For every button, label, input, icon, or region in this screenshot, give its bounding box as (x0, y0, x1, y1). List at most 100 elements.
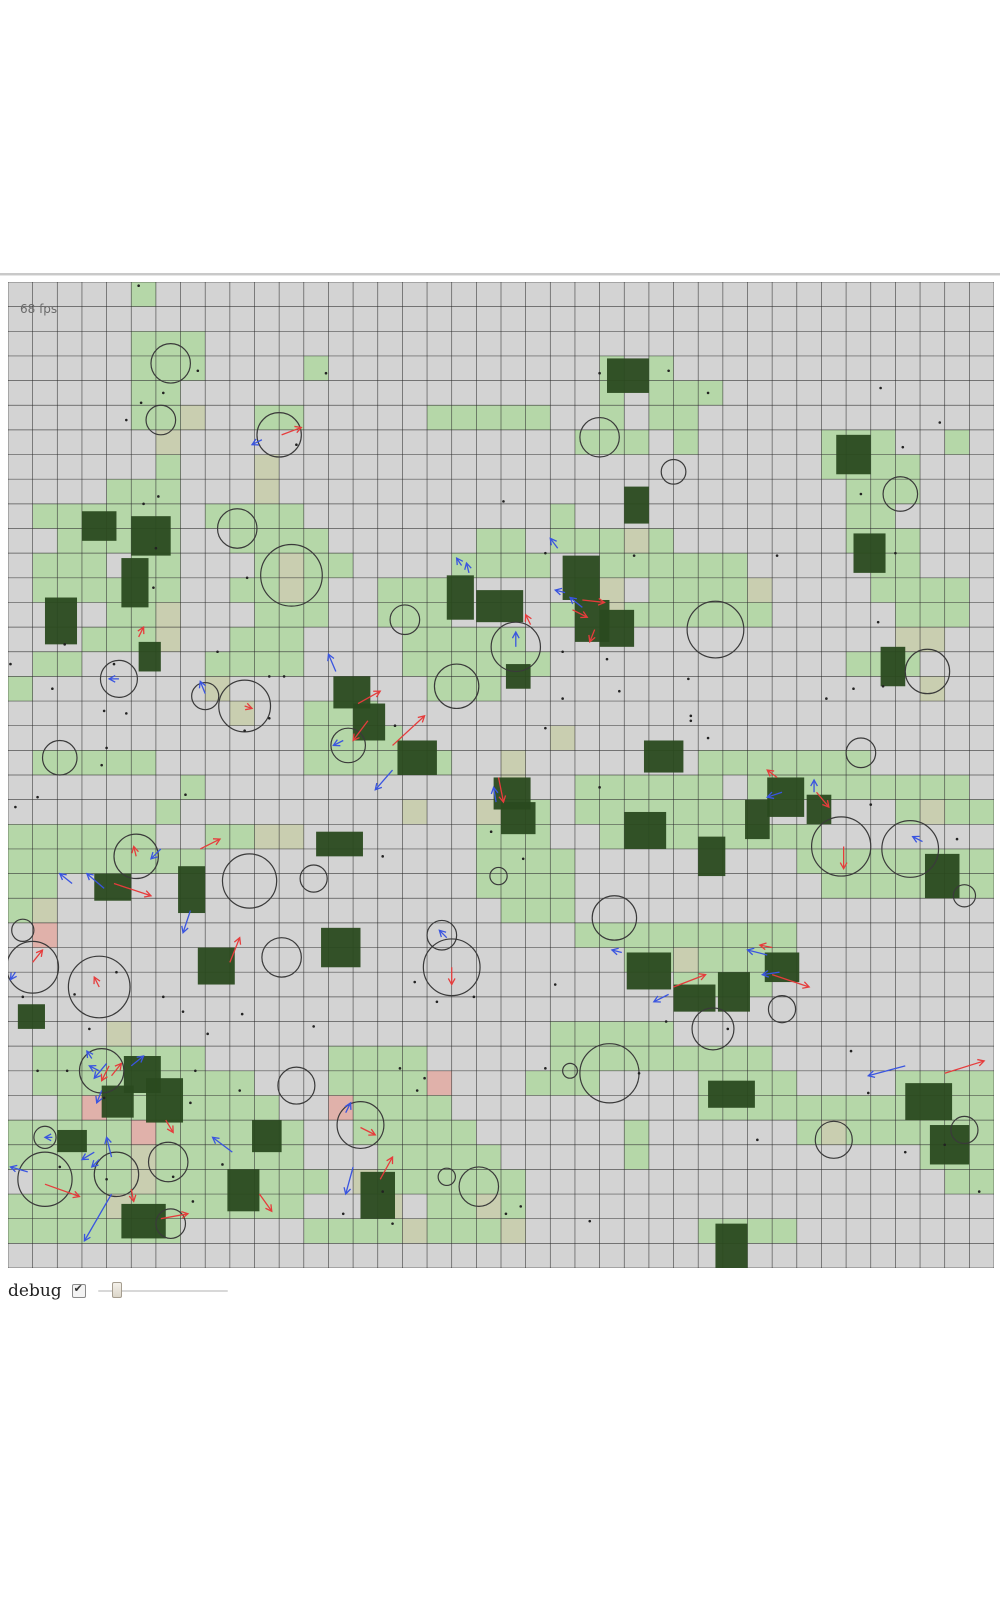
obstacle-block (606, 358, 649, 393)
occupied-cell (32, 848, 58, 874)
occupied-cell (870, 873, 896, 899)
steering-arrow-head (198, 680, 207, 689)
occupied-cell (131, 282, 156, 307)
occupied-cell (870, 503, 896, 529)
speed-slider[interactable] (97, 1282, 228, 1298)
steering-arrow-head (181, 925, 189, 935)
particle-dot (267, 675, 271, 678)
agent-circle (260, 543, 323, 607)
occupied-cell (969, 873, 994, 899)
steering-arrow (345, 1166, 354, 1195)
steering-arrow (96, 1090, 103, 1104)
occupied-cell (32, 1169, 58, 1195)
occupied-cell (427, 627, 452, 652)
occupied-cell (229, 528, 255, 554)
agent-circle (660, 458, 687, 485)
particle-dot (472, 995, 476, 999)
occupied-cell (229, 1070, 255, 1096)
collision-cell (131, 1120, 156, 1145)
agent-circle (422, 938, 481, 997)
particle-dot (876, 620, 880, 624)
occupied-cell (8, 848, 33, 874)
occupied-cell (772, 1218, 797, 1244)
occupied-cell (8, 898, 33, 923)
occupied-cell (131, 380, 156, 406)
occupied-cell (648, 577, 674, 603)
occupied-cell (32, 873, 58, 899)
velocity-arrow (589, 629, 596, 643)
obstacle-block (626, 952, 672, 990)
occupied-cell (402, 602, 428, 628)
occupied-cell (599, 824, 625, 849)
particle-dot (36, 795, 39, 799)
occupied-cell (303, 701, 329, 726)
occupied-cell (747, 1046, 773, 1071)
steering-arrow-head (86, 1049, 94, 1059)
steering-arrow-head (58, 872, 67, 881)
obstacle-block (44, 597, 78, 645)
occupied-cell (648, 355, 674, 381)
steering-arrow (10, 1166, 28, 1173)
occupied-cell (969, 1070, 994, 1096)
contact-cell (920, 799, 945, 825)
particle-dot (689, 714, 693, 718)
particle-dot (36, 1069, 39, 1073)
velocity-arrow (525, 614, 532, 625)
particle-dot (849, 1049, 853, 1053)
occupied-cell (821, 848, 847, 874)
occupied-cell (254, 503, 280, 529)
occupied-cell (402, 1095, 428, 1121)
agent-circle (277, 1066, 316, 1105)
obstacle-block (333, 676, 371, 709)
steering-arrow-head (83, 1233, 91, 1243)
particle-dot (152, 586, 155, 589)
obstacle-block (624, 811, 667, 849)
obstacle-block (397, 740, 437, 775)
occupied-cell (81, 577, 107, 603)
simulation-canvas[interactable] (8, 282, 994, 1268)
obstacle-block (321, 927, 361, 968)
slider-thumb[interactable] (111, 1282, 122, 1298)
occupied-cell (599, 1021, 625, 1047)
occupied-cell (476, 676, 501, 702)
occupied-cell (673, 405, 699, 430)
occupied-cell (624, 553, 649, 578)
occupied-cell (229, 627, 255, 652)
agent-circle (426, 919, 458, 951)
particle-dot (588, 1219, 592, 1223)
occupied-cell (229, 824, 255, 849)
occupied-cell (821, 873, 847, 899)
particle-dot (504, 1212, 508, 1216)
occupied-cell (698, 947, 723, 973)
debug-checkbox[interactable] (71, 1282, 86, 1298)
agent-circle (330, 727, 367, 764)
occupied-cell (846, 873, 871, 899)
occupied-cell (648, 602, 674, 628)
occupied-cell (501, 873, 526, 899)
agent-circle (952, 884, 977, 908)
particle-dot (521, 857, 525, 861)
steering-arrow-head (549, 537, 557, 546)
occupied-cell (747, 1218, 773, 1244)
steering-arrow (150, 848, 162, 860)
steering-arrow-head (568, 596, 578, 605)
occupied-cell (155, 577, 181, 603)
occupied-cell (32, 553, 58, 578)
particle-dot (181, 1010, 185, 1013)
occupied-cell (501, 553, 526, 578)
occupied-cell (772, 1095, 797, 1121)
occupied-cell (353, 750, 378, 775)
occupied-cell (8, 873, 33, 899)
agent-circle (99, 659, 139, 698)
occupied-cell (155, 355, 181, 381)
particle-dot (756, 1138, 759, 1142)
occupied-cell (353, 1095, 378, 1121)
occupied-cell (846, 651, 871, 677)
occupied-cell (180, 1046, 206, 1071)
agent-circle (904, 648, 951, 695)
velocity-arrow (111, 1062, 122, 1077)
occupied-cell (205, 651, 230, 677)
particle-dot (435, 1000, 439, 1004)
occupied-cell (476, 651, 501, 677)
occupied-cell (328, 1218, 354, 1244)
